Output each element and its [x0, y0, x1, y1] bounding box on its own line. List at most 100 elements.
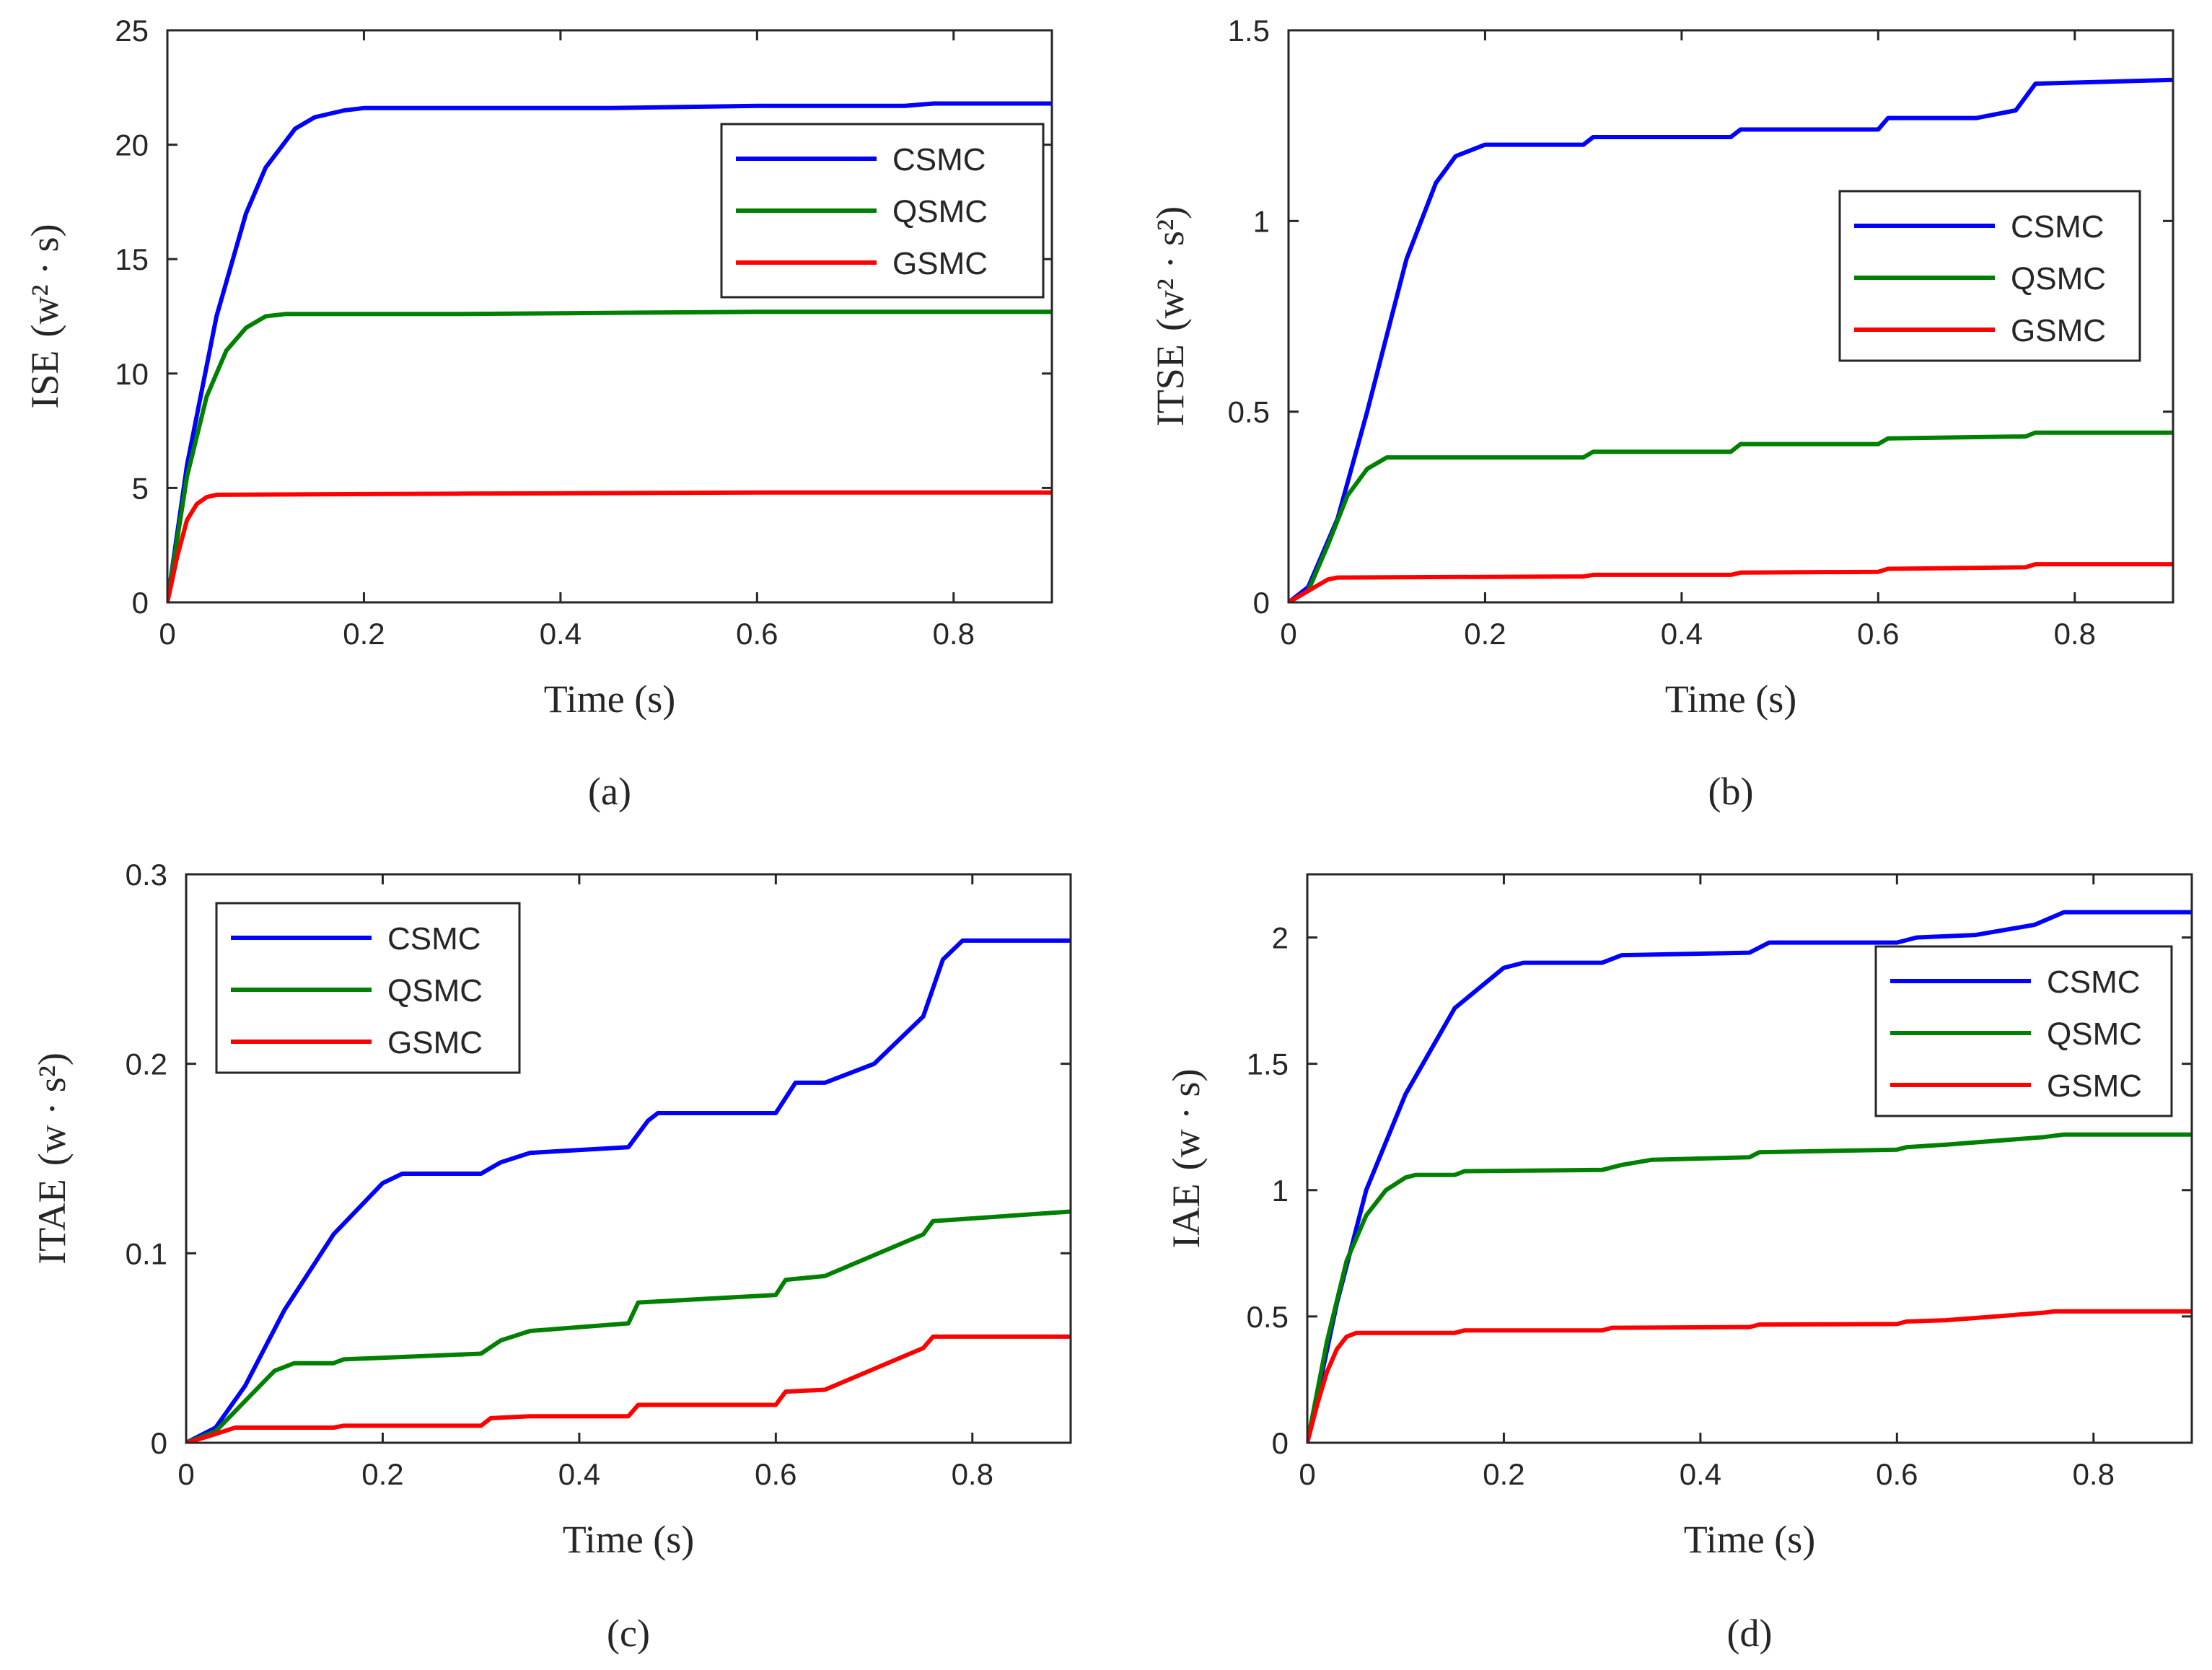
- x-tick-label: 0.4: [1680, 1457, 1721, 1491]
- series-line-gsmc: [1307, 1309, 2192, 1443]
- panel-label: (c): [607, 1612, 650, 1655]
- x-tick-label: 0.4: [540, 617, 581, 651]
- legend-label: GSMC: [387, 1025, 483, 1060]
- legend-label: QSMC: [892, 194, 988, 229]
- x-tick-label: 0.6: [736, 617, 778, 651]
- plot-frame: [1306, 873, 2193, 1444]
- y-tick-label: 20: [115, 128, 149, 162]
- y-tick-label: 1.5: [1247, 1047, 1289, 1081]
- x-tick-label: 0.8: [2054, 617, 2096, 651]
- series-line-qsmc: [1307, 1132, 2192, 1443]
- panel-label: (d): [1727, 1612, 1773, 1655]
- y-tick-label: 1: [1272, 1174, 1289, 1208]
- x-tick-label: 0.6: [755, 1457, 796, 1491]
- legend: CSMC QSMC GSMC: [1838, 190, 2141, 362]
- x-axis-title: Time (s): [563, 1518, 695, 1561]
- y-axis-metric: IAE: [1164, 1184, 1208, 1249]
- series-line-csmc: [1289, 77, 2173, 602]
- x-tick-label: 0.6: [1857, 617, 1899, 651]
- panel-1: 0 0.2 0.4 0.6 0.8 0 5 10 15 20 25 Time (s) ISE (w² · …: [23, 14, 1053, 813]
- y-tick-label: 1.5: [1228, 14, 1270, 48]
- x-axis-title: Time (s): [544, 677, 676, 721]
- series-group: [1307, 910, 2192, 1443]
- legend-label: CSMC: [892, 142, 986, 177]
- legend: CSMC QSMC GSMC: [215, 902, 521, 1074]
- x-tick-label: 0.2: [361, 1457, 403, 1491]
- y-axis-unit: (w · s²): [30, 1052, 74, 1166]
- series-group: [167, 101, 1052, 602]
- y-tick-label: 2: [1272, 921, 1289, 955]
- legend-label: GSMC: [892, 246, 988, 281]
- y-tick-label: 0.2: [126, 1047, 167, 1081]
- y-tick-label: 0: [1272, 1426, 1289, 1460]
- y-axis-title: ITSE (w² · s²): [1149, 206, 1192, 426]
- legend: CSMC QSMC GSMC: [720, 123, 1045, 299]
- y-axis-metric: ISE: [23, 351, 66, 409]
- y-axis-unit: (w² · s²): [1149, 206, 1192, 331]
- series-line-qsmc: [167, 309, 1052, 602]
- legend-label: QSMC: [2011, 261, 2106, 296]
- y-tick-label: 10: [115, 357, 149, 391]
- y-tick-label: 15: [115, 242, 149, 276]
- legend: CSMC QSMC GSMC: [1874, 945, 2173, 1117]
- series-line-csmc: [1307, 910, 2192, 1443]
- series-line-qsmc: [1289, 430, 2173, 602]
- y-tick-label: 0.1: [126, 1236, 167, 1270]
- legend-label: CSMC: [2047, 964, 2141, 1000]
- x-axis-title: Time (s): [1665, 677, 1797, 721]
- y-axis-metric: ITSE: [1149, 344, 1192, 426]
- x-tick-label: 0: [177, 1457, 194, 1491]
- y-axis-unit: (w² · s): [23, 224, 66, 337]
- plot-area: [167, 30, 1052, 602]
- legend-label: QSMC: [387, 973, 483, 1008]
- x-tick-label: 0.2: [1483, 1457, 1524, 1491]
- x-tick-label: 0.8: [933, 617, 975, 651]
- legend-label: CSMC: [2011, 209, 2105, 245]
- x-tick-label: 0.8: [2073, 1457, 2115, 1491]
- y-tick-label: 25: [115, 14, 149, 48]
- panel-3: 0 0.2 0.4 0.6 0.8 0 0.1 0.2 0.3 Time (s) ITAE (w · …: [30, 858, 1072, 1655]
- panel-4: 0 0.2 0.4 0.6 0.8 0 0.5 1 1.5 2 Time (s) IAE (w · s)…: [1164, 873, 2193, 1655]
- y-axis-title: IAE (w · s): [1164, 1069, 1208, 1249]
- x-tick-label: 0: [1299, 1457, 1315, 1491]
- x-tick-label: 0.8: [952, 1457, 993, 1491]
- y-tick-label: 0.5: [1247, 1300, 1289, 1334]
- series-group: [1289, 77, 2173, 602]
- y-axis-title: ISE (w² · s): [23, 224, 66, 408]
- series-line-qsmc: [186, 1209, 1071, 1443]
- plot-frame: [166, 29, 1053, 604]
- y-tick-label: 0.5: [1228, 395, 1270, 429]
- plot-frame: [185, 873, 1072, 1444]
- y-axis-metric: ITAE: [30, 1179, 74, 1265]
- legend-label: GSMC: [2047, 1068, 2142, 1104]
- x-tick-label: 0.2: [343, 617, 385, 651]
- y-axis-title: ITAE (w · s²): [30, 1052, 74, 1265]
- legend-label: CSMC: [387, 921, 481, 957]
- y-tick-label: 0: [1253, 586, 1270, 620]
- series-line-gsmc: [1289, 562, 2173, 602]
- y-tick-label: 1: [1253, 204, 1270, 238]
- x-tick-label: 0.4: [1661, 617, 1703, 651]
- x-tick-label: 0: [1280, 617, 1296, 651]
- x-tick-label: 0.4: [558, 1457, 600, 1491]
- x-axis-title: Time (s): [1684, 1518, 1816, 1561]
- x-tick-label: 0.2: [1464, 617, 1506, 651]
- panel-2: 0 0.2 0.4 0.6 0.8 0 0.5 1 1.5 Time (s) ITSE (w² · s…: [1149, 14, 2174, 813]
- y-tick-label: 5: [132, 471, 149, 505]
- series-line-csmc: [186, 938, 1071, 1443]
- y-tick-label: 0: [132, 586, 149, 620]
- panel-label: (b): [1708, 770, 1754, 813]
- plot-frame: [1287, 29, 2174, 604]
- y-tick-label: 0: [151, 1426, 167, 1460]
- series-line-gsmc: [186, 1334, 1071, 1443]
- legend-label: GSMC: [2011, 313, 2106, 348]
- y-tick-label: 0.3: [126, 858, 167, 892]
- panel-label: (a): [588, 770, 631, 813]
- legend-label: QSMC: [2047, 1016, 2142, 1052]
- series-line-csmc: [167, 101, 1052, 602]
- x-tick-label: 0.6: [1876, 1457, 1918, 1491]
- y-axis-unit: (w · s): [1164, 1069, 1208, 1171]
- series-line-gsmc: [167, 490, 1052, 602]
- series-group: [186, 938, 1071, 1443]
